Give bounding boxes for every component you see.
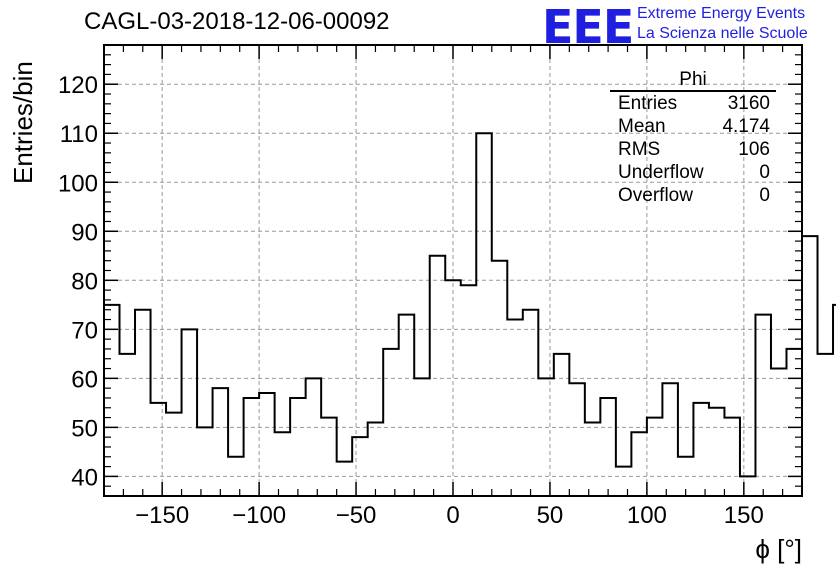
stats-label: Underflow [618,162,704,183]
x-tick-label: 50 [537,502,564,529]
x-tick-label: −50 [336,502,377,529]
y-tick-label: 50 [71,415,98,442]
stats-value: 4.174 [722,116,770,137]
y-tick-label: 110 [60,121,98,148]
y-tick-label: 60 [71,366,98,393]
eee-logo: EEE [542,0,634,54]
x-tick-label: −100 [232,502,286,529]
grid-lines [104,45,802,496]
logo-caption: Extreme Energy Events La Scienza nelle S… [637,4,808,44]
y-tick-label: 100 [58,170,98,197]
stats-row-entries: Entries 3160 [610,92,776,115]
x-tick-label: 150 [724,502,764,529]
stats-title: Phi [610,70,776,92]
axis-ticks [103,44,803,497]
stats-label: Mean [618,116,666,137]
y-tick-label: 80 [71,268,98,295]
y-axis-label: Entries/bin [8,61,38,184]
histogram-line [104,132,836,478]
stats-label: RMS [618,139,661,160]
stats-row-mean: Mean 4.174 [610,115,776,138]
x-tick-label: 100 [627,502,667,529]
logo-line-2: La Scienza nelle Scuole [637,25,808,42]
stats-box: Phi Entries 3160 Mean 4.174 RMS 106 Underfl… [610,70,776,207]
stats-label: Entries [618,93,678,114]
stats-row-rms: RMS 106 [610,138,776,161]
stats-row-underflow: Underflow 0 [610,161,776,184]
x-tick-label: −150 [135,502,189,529]
x-axis-label: ϕ [°] [755,534,802,564]
y-tick-label: 120 [58,72,98,99]
stats-value: 0 [759,185,770,206]
stats-value: 0 [759,162,770,183]
stats-row-overflow: Overflow 0 [610,184,776,207]
stats-value: 106 [738,139,770,160]
stats-value: 3160 [727,93,770,114]
y-tick-label: 40 [71,464,98,491]
chart-title: CAGL-03-2018-12-06-00092 [84,8,390,35]
tick-labels: −150 −100 −50 0 50 100 150 40 50 60 70 80 90 100 110 12… [58,72,764,529]
x-tick-label: 0 [446,502,459,529]
stats-label: Overflow [618,185,693,206]
y-tick-label: 90 [71,219,98,246]
logo-line-1: Extreme Energy Events [637,5,806,22]
y-tick-label: 70 [71,317,98,344]
